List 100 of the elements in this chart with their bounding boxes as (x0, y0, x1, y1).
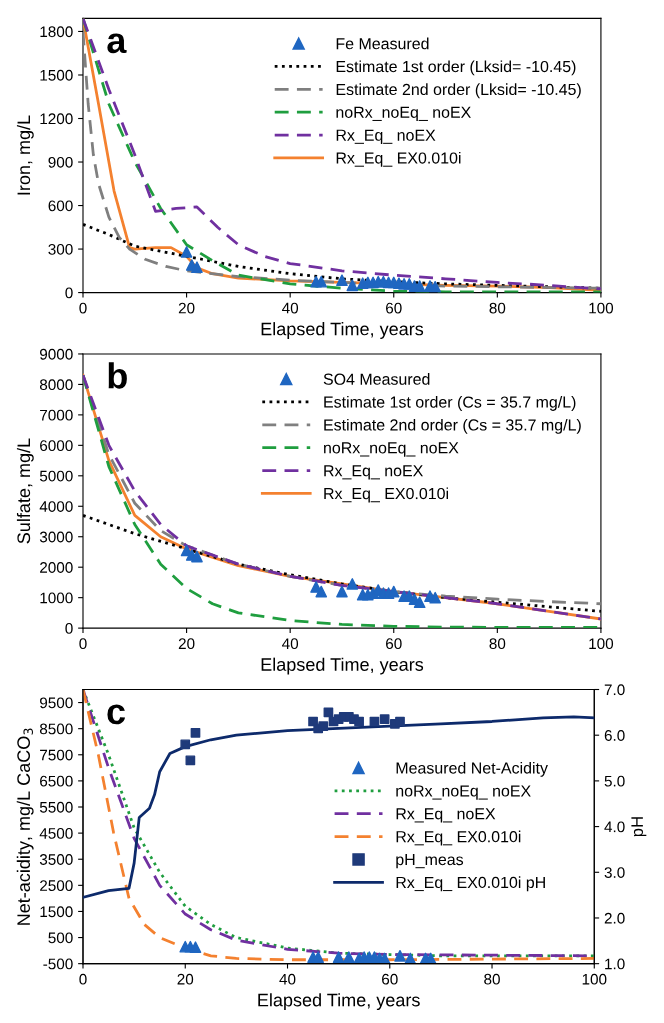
point (379, 714, 390, 725)
y2-tick-label: 6.0 (604, 730, 625, 741)
x-axis-title: Elapsed Time, years (258, 993, 420, 1011)
point (429, 280, 442, 293)
y-tick-label: 1500 (40, 69, 73, 81)
y-tick-label: 3000 (39, 531, 73, 543)
chart-title: b (108, 362, 127, 389)
x-tick-label: 80 (489, 302, 506, 314)
y-tick-label: 6000 (40, 440, 73, 452)
y-tick-label: 7000 (40, 409, 73, 421)
y-tick-label: 4000 (39, 501, 73, 512)
y-tick-label: 5500 (39, 801, 73, 813)
y2-tick-label: 2.0 (604, 912, 625, 924)
x-axis-title: Elapsed Time, years (261, 322, 424, 339)
y-tick-label: 900 (48, 156, 73, 168)
y-tick-label: 6500 (40, 775, 73, 787)
point (315, 275, 328, 288)
point (180, 739, 191, 750)
y-tick-label: 8000 (39, 379, 73, 391)
y-axis-title: Sulfate, mg/L (16, 438, 34, 544)
legend-label: Rx_Eq_ EX0.010i (396, 830, 521, 846)
legend-label: Rx_Eq_ EX0.010i (324, 487, 448, 503)
point (323, 707, 334, 718)
point (346, 279, 359, 292)
x-tick-label: 0 (79, 302, 87, 314)
y-tick-label: 1800 (40, 26, 73, 38)
x-tick-label: 80 (489, 638, 506, 650)
legend-label: pH_meas (396, 854, 464, 869)
point (395, 716, 405, 727)
point (336, 274, 348, 287)
legend-label: Rx_Eq_ EX0.010i (336, 151, 461, 167)
point (413, 596, 426, 609)
y2-tick-label: 7.0 (604, 684, 625, 696)
y2-tick-label: 3.0 (604, 867, 625, 878)
legend-label: Estimate 1st order (Cs = 35.7 mg/L) (324, 396, 576, 411)
y-axis-title: Net-acidity, mg/L CaCO$_{3}$ (16, 728, 34, 925)
legend-label: SO4 Measured (323, 373, 430, 385)
x-tick-label: 40 (279, 973, 296, 985)
y-tick-label: 7500 (40, 749, 73, 761)
legend-label: Estimate 2nd order (Lksid= -10.45) (336, 83, 581, 99)
y-tick-label: 600 (48, 200, 73, 212)
point (191, 261, 203, 274)
legend-label: Rx_Eq_ EX0.010i pH (396, 876, 545, 892)
point (429, 591, 442, 604)
legend-label: noRx_noEq_ noEX (336, 106, 471, 122)
y-axis-title: Iron, mg/L (16, 115, 34, 195)
point (191, 550, 203, 563)
y-tick-label: 1200 (40, 113, 73, 125)
point (354, 716, 364, 727)
y-tick-label: 300 (48, 243, 73, 255)
x-tick-label: 20 (178, 302, 195, 314)
y-tick-label: 0 (65, 287, 73, 299)
y-tick-label: 8500 (39, 723, 73, 735)
y2-tick-label: 4.0 (604, 821, 625, 833)
x-tick-label: 40 (282, 638, 299, 650)
y-tick-label: 0 (65, 622, 73, 634)
y-tick-label: 9000 (40, 348, 73, 360)
y-tick-label: 4500 (39, 827, 73, 839)
x-tick-label: 0 (79, 638, 87, 650)
y-tick-label: 2500 (40, 880, 73, 892)
point (190, 728, 201, 738)
x-tick-label: 60 (386, 302, 402, 314)
y2-axis-title: pH (631, 817, 647, 837)
legend-label: noRx_noEq_ noEX (324, 442, 459, 457)
y-tick-label: 2000 (40, 562, 73, 573)
x-tick-label: 60 (382, 973, 398, 985)
y2-tick-label: 5.0 (604, 775, 625, 787)
legend-label: Fe Measured (336, 37, 429, 50)
legend-label: Estimate 1st order (Lksid= -10.45) (336, 60, 576, 76)
y2-tick-label: 1.0 (605, 958, 625, 970)
point (315, 585, 328, 598)
x-tick-label: 100 (589, 638, 614, 650)
point (346, 578, 359, 590)
y-tick-label: 3500 (39, 854, 73, 865)
legend-label: Measured Net-Acidity (396, 761, 548, 777)
x-axis-title: Elapsed Time, years (261, 657, 424, 675)
x-tick-label: 20 (178, 638, 195, 650)
legend-label: Rx_Eq_ noEX (396, 808, 496, 823)
point (185, 755, 196, 766)
x-tick-label: 0 (79, 973, 87, 985)
y-tick-label: -500 (43, 958, 73, 970)
x-tick-label: 100 (589, 302, 614, 314)
y-tick-label: 500 (48, 932, 73, 944)
x-tick-label: 100 (582, 973, 607, 985)
point (180, 246, 193, 258)
x-tick-label: 20 (177, 973, 194, 985)
x-tick-label: 40 (282, 302, 299, 314)
chart-title: c (107, 704, 126, 725)
point (318, 721, 329, 731)
chart-title: a (107, 33, 127, 54)
y-tick-label: 9500 (40, 697, 73, 709)
legend-label: noRx_noEq_ noEX (396, 785, 531, 800)
x-tick-label: 80 (484, 973, 500, 985)
y-tick-label: 1500 (40, 906, 73, 918)
x-tick-label: 60 (386, 638, 402, 650)
point (336, 585, 348, 598)
legend-label: Rx_Eq_ noEX (336, 129, 436, 144)
y-tick-label: 1000 (40, 592, 73, 604)
y-tick-label: 5000 (39, 470, 73, 482)
legend-label: Estimate 2nd order (Cs = 35.7 mg/L) (324, 418, 581, 434)
